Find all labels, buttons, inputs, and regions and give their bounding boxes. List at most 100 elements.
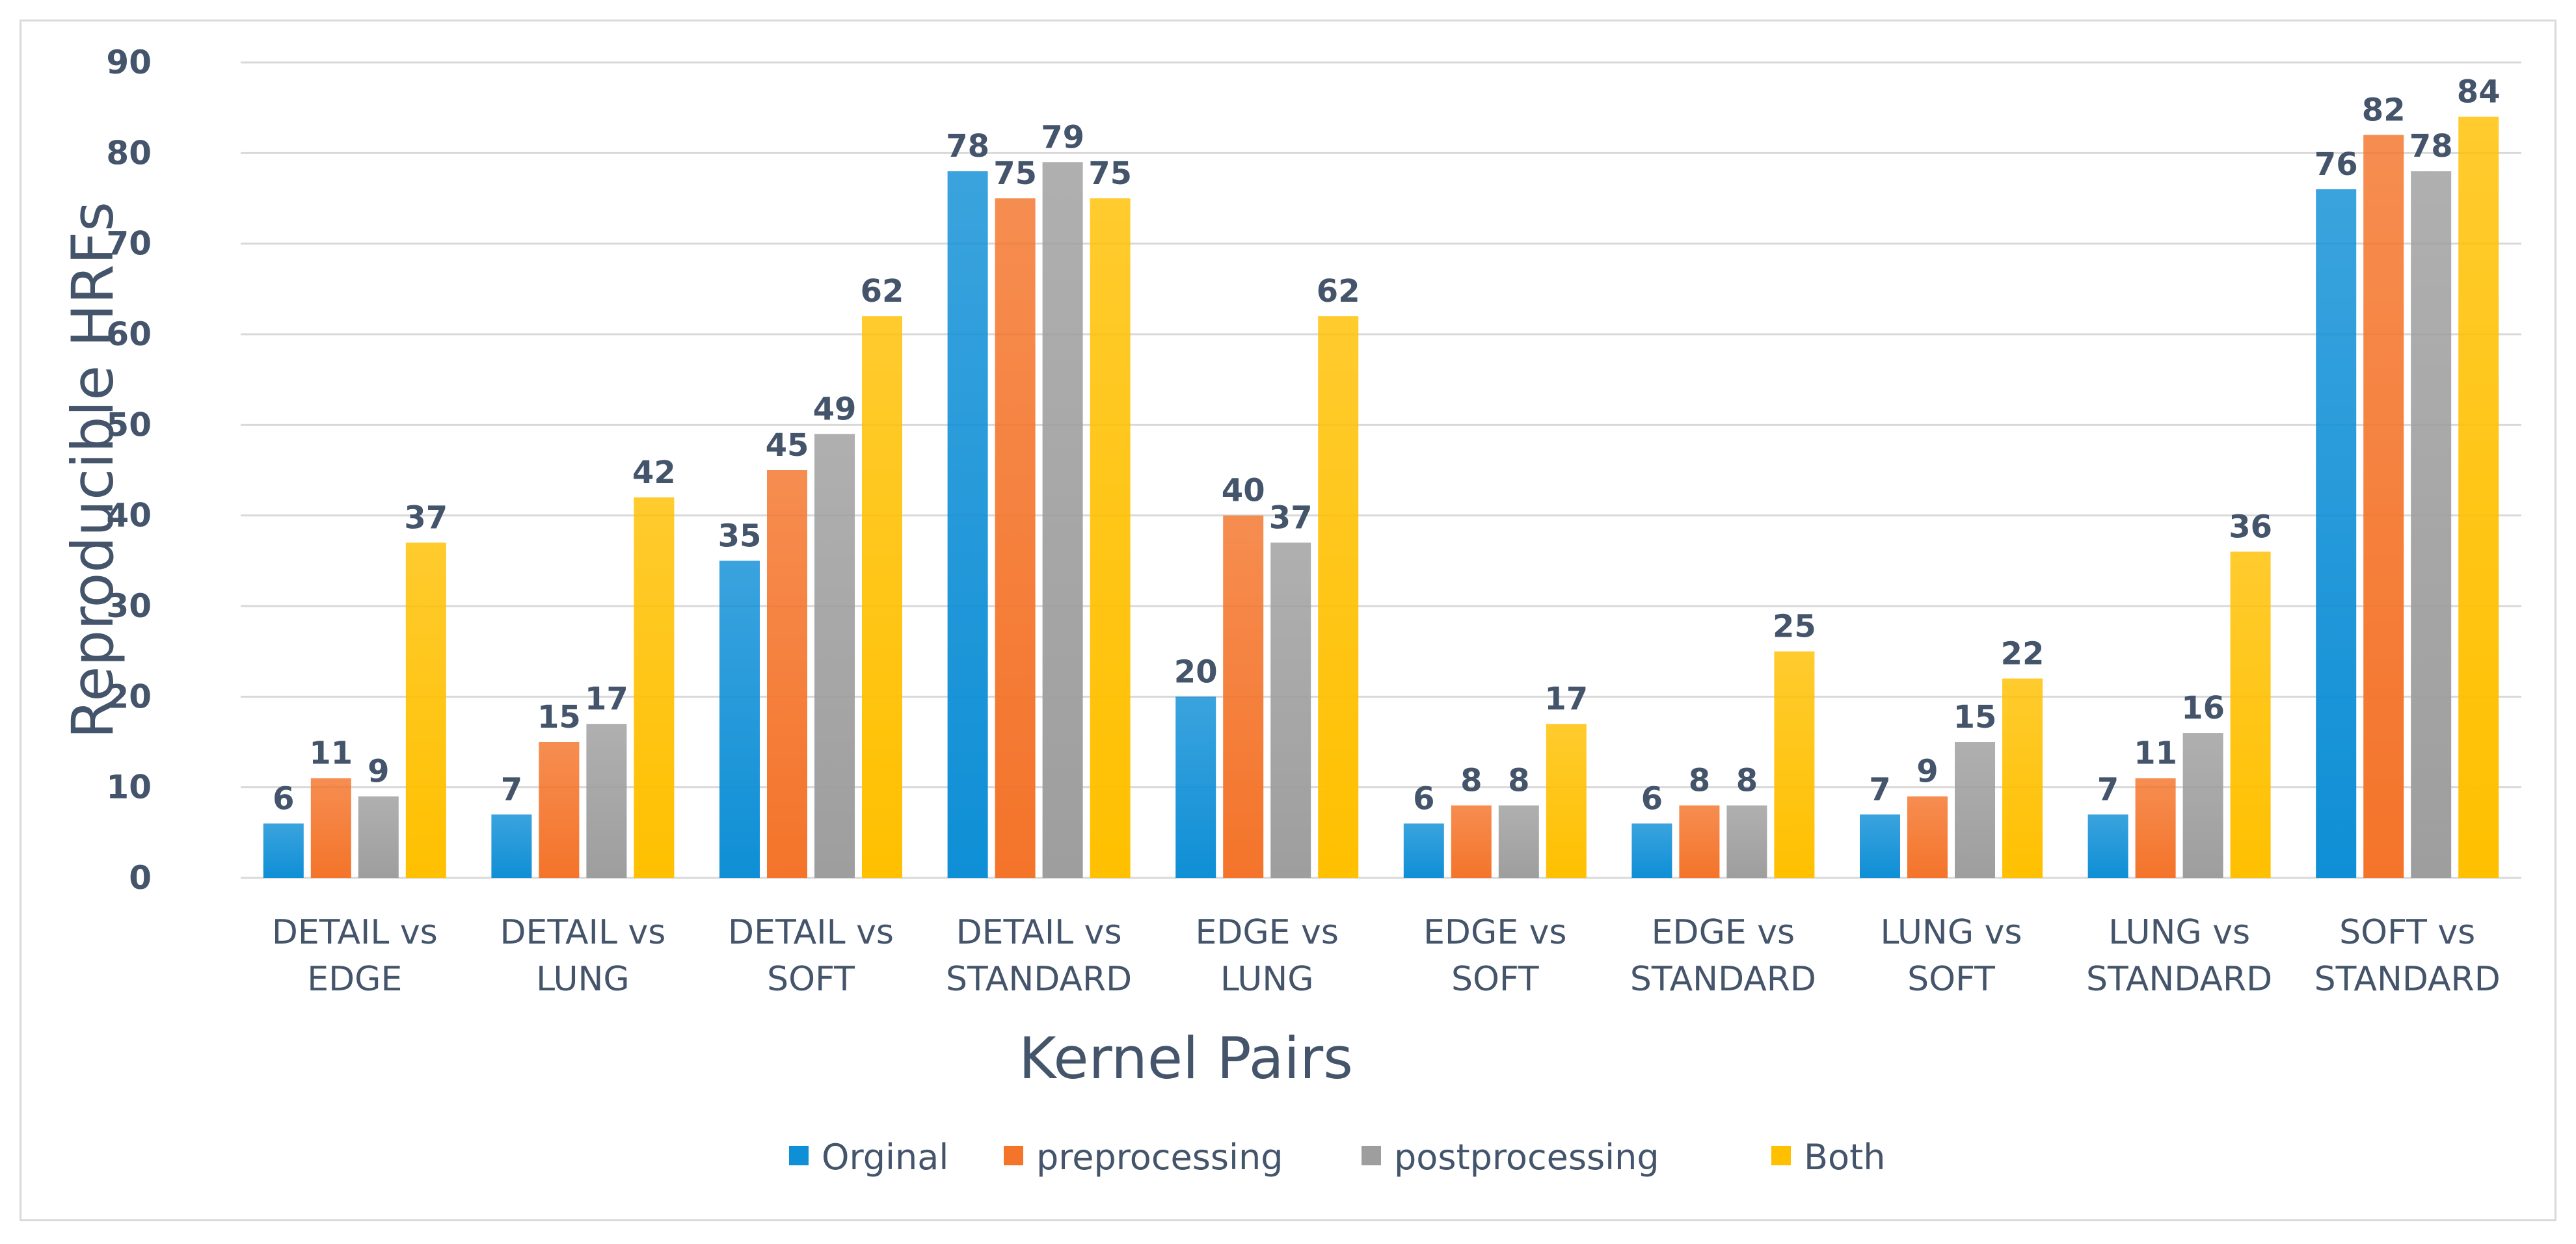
data-label: 9 <box>368 754 389 790</box>
bar-postprocessing-8 <box>2182 733 2223 878</box>
bar-both-7 <box>2002 678 2043 878</box>
data-label: 9 <box>1916 754 1938 790</box>
data-label: 84 <box>2457 74 2501 111</box>
category-label: LUNG <box>1220 960 1314 999</box>
data-label: 79 <box>1041 119 1084 155</box>
bar-orginal-4 <box>1175 696 1216 878</box>
data-label: 62 <box>861 273 904 310</box>
data-label: 17 <box>1544 681 1588 717</box>
legend-label-both: Both <box>1804 1137 1885 1178</box>
bar-both-9 <box>2458 116 2499 879</box>
data-label: 8 <box>1689 763 1710 799</box>
bar-both-5 <box>1546 724 1587 878</box>
bars <box>263 116 2499 879</box>
y-axis-ticks: 0 10 20 30 40 50 60 70 80 90 <box>106 44 152 897</box>
data-label: 78 <box>946 128 989 165</box>
legend-swatch-orginal <box>789 1146 809 1165</box>
bar-preprocessing-0 <box>310 778 351 878</box>
category-label: LUNG vs <box>1880 913 2022 952</box>
bar-orginal-7 <box>1860 814 1900 878</box>
category-label: DETAIL vs <box>728 913 894 952</box>
data-label: 7 <box>501 771 522 808</box>
bar-orginal-0 <box>263 823 304 878</box>
y-tick-label: 40 <box>106 497 152 535</box>
data-label: 75 <box>1088 155 1132 192</box>
bar-preprocessing-9 <box>2363 135 2404 878</box>
data-label: 7 <box>1869 771 1890 808</box>
legend-label-postprocessing: postprocessing <box>1394 1137 1659 1178</box>
data-label: 82 <box>2362 92 2406 128</box>
y-axis-title: Reproducible HRFs <box>59 202 126 739</box>
data-label: 22 <box>2001 635 2045 672</box>
category-label: LUNG <box>536 960 630 999</box>
data-label: 11 <box>309 735 353 772</box>
category-label: EDGE vs <box>1195 913 1338 952</box>
data-label: 37 <box>1269 499 1313 536</box>
data-label: 11 <box>2134 735 2177 772</box>
bar-postprocessing-3 <box>1042 162 1083 879</box>
bar-postprocessing-7 <box>1955 742 1995 878</box>
y-tick-label: 10 <box>106 769 152 806</box>
bar-orginal-2 <box>719 561 760 878</box>
legend-label-preprocessing: preprocessing <box>1036 1137 1283 1178</box>
chart-frame: 0 10 20 30 40 50 60 70 80 90 6 11 9 37 7 15 17 42 35 45 49 6… <box>20 20 2556 1221</box>
y-tick-label: 50 <box>106 406 152 443</box>
legend-swatch-postprocessing <box>1362 1146 1381 1165</box>
data-label: 78 <box>2409 128 2453 165</box>
data-label: 6 <box>273 780 294 817</box>
category-label: SOFT <box>1451 960 1539 999</box>
y-tick-label: 70 <box>106 225 152 263</box>
data-label: 17 <box>585 681 628 717</box>
data-label: 6 <box>1413 780 1434 817</box>
bar-postprocessing-2 <box>814 434 855 878</box>
legend-swatch-both <box>1771 1146 1791 1165</box>
category-label: STANDARD <box>1630 960 1816 999</box>
category-label: SOFT <box>767 960 855 999</box>
data-label: 15 <box>537 699 581 735</box>
gridlines <box>241 61 2521 879</box>
data-label: 76 <box>2314 146 2358 183</box>
data-label: 36 <box>2229 509 2272 545</box>
bar-both-3 <box>1090 198 1131 878</box>
bar-postprocessing-0 <box>358 796 399 878</box>
bar-postprocessing-4 <box>1270 542 1311 878</box>
bar-both-1 <box>634 497 675 878</box>
legend-label-orginal: Orginal <box>822 1137 948 1178</box>
data-label: 15 <box>1953 699 1997 735</box>
category-label: DETAIL vs <box>272 913 438 952</box>
data-label: 8 <box>1736 763 1758 799</box>
y-tick-label: 90 <box>106 44 152 81</box>
category-label: SOFT <box>1907 960 1995 999</box>
bar-postprocessing-9 <box>2411 171 2452 879</box>
bar-orginal-9 <box>2316 189 2357 879</box>
y-tick-label: 0 <box>129 859 152 897</box>
bar-orginal-8 <box>2087 814 2128 878</box>
category-label: SOFT vs <box>2339 913 2475 952</box>
category-label: STANDARD <box>2086 960 2272 999</box>
data-label: 35 <box>718 518 762 554</box>
data-label: 16 <box>2181 690 2225 726</box>
bar-both-8 <box>2230 551 2271 878</box>
data-label: 40 <box>1222 473 1265 509</box>
bar-orginal-6 <box>1631 823 1672 878</box>
bar-orginal-1 <box>491 814 532 878</box>
data-label: 62 <box>1317 273 1360 310</box>
bar-orginal-3 <box>947 171 988 879</box>
data-label: 45 <box>766 427 809 464</box>
category-label: LUNG vs <box>2108 913 2250 952</box>
bar-both-0 <box>405 542 446 878</box>
data-label: 8 <box>1508 763 1529 799</box>
bar-preprocessing-6 <box>1679 805 1720 878</box>
category-label: EDGE vs <box>1652 913 1795 952</box>
data-label: 8 <box>1460 763 1482 799</box>
bar-preprocessing-1 <box>539 742 580 878</box>
category-label: EDGE vs <box>1423 913 1566 952</box>
y-tick-label: 80 <box>106 134 152 172</box>
category-label: STANDARD <box>2314 960 2501 999</box>
legend: Orginal preprocessing postprocessing Both <box>789 1137 1885 1178</box>
data-label: 20 <box>1174 654 1218 690</box>
data-label: 7 <box>2097 771 2119 808</box>
x-axis-title: Kernel Pairs <box>1019 1025 1353 1092</box>
